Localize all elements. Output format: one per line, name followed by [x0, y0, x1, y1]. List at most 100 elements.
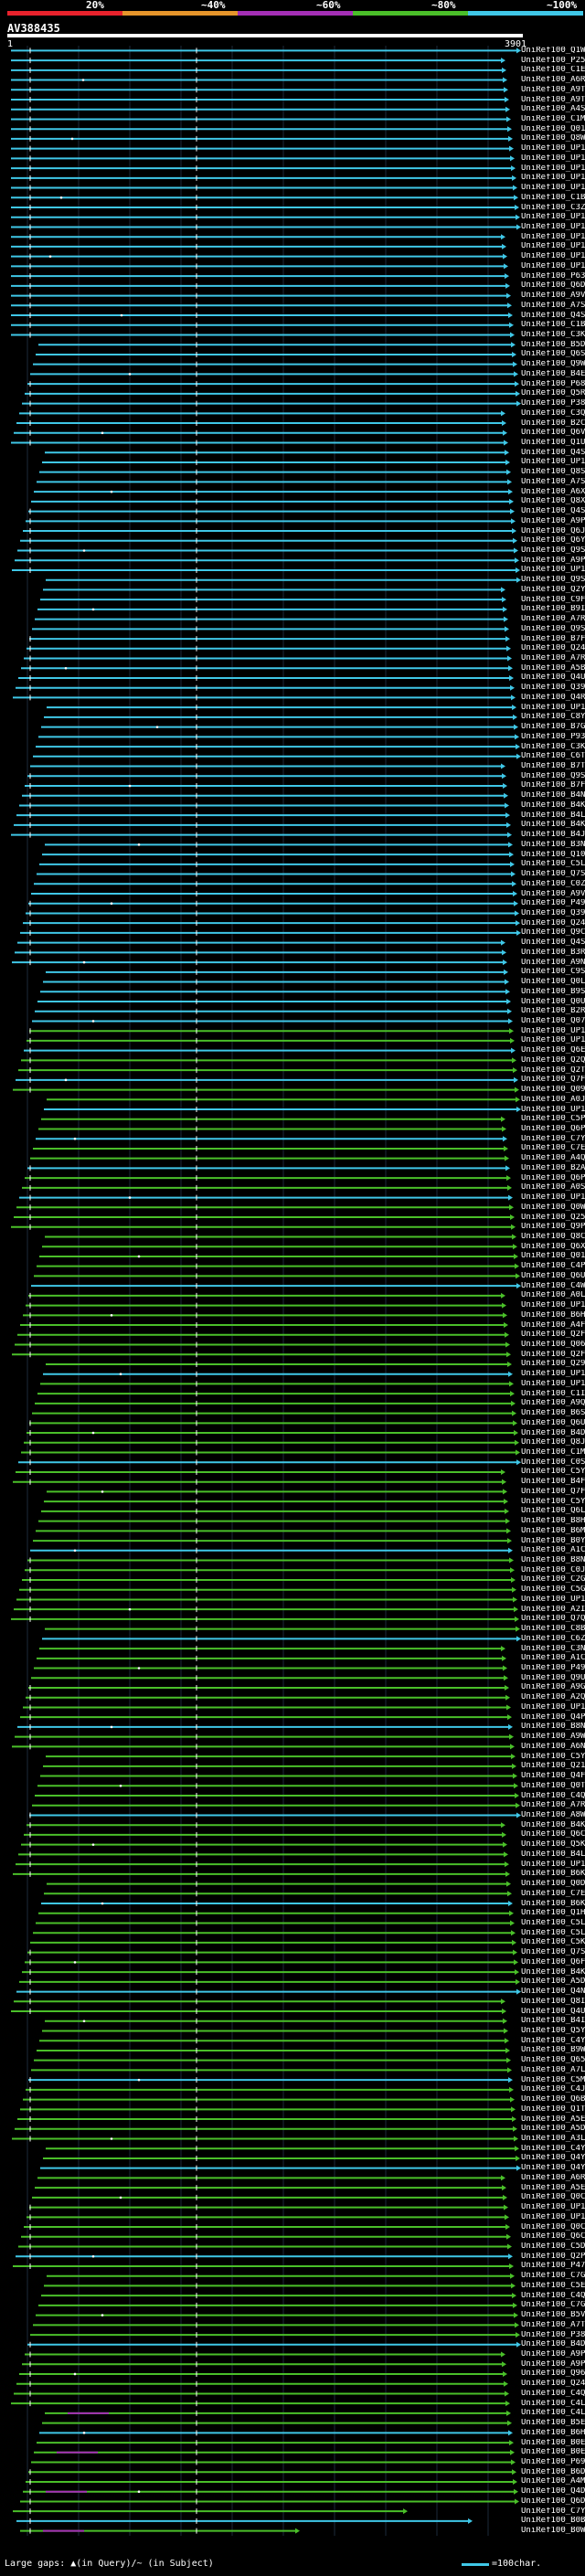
hit-label[interactable]: UniRef100_Q0W920 — [521, 1203, 585, 1212]
hit-label[interactable]: UniRef100_Q7S3T8 — [521, 1948, 585, 1957]
hit-label[interactable]: UniRef100_Q7F2F5 — [521, 1487, 585, 1496]
hit-label[interactable]: UniRef100_B4N246 — [521, 791, 585, 800]
hit-label[interactable]: UniRef100_A7TSL1 — [521, 2320, 585, 2329]
hit-label[interactable]: UniRef100_A4M0P6 — [521, 2477, 585, 2486]
hit-label[interactable]: UniRef100_UP1000.. — [521, 242, 585, 251]
hit-label[interactable]: UniRef100_Q65051 — [521, 2056, 585, 2065]
hit-label[interactable]: UniRef100_Q2TJQ8 — [521, 1065, 585, 1075]
hit-label[interactable]: UniRef100_Q24042 — [521, 2380, 585, 2389]
hit-label[interactable]: UniRef100_Q2P5M3 — [521, 2252, 585, 2261]
hit-label[interactable]: UniRef100_A9Q0B5 — [521, 1399, 585, 1408]
hit-label[interactable]: UniRef100_UP1000.. — [521, 164, 585, 173]
hit-label[interactable]: UniRef100_B4LSR9 — [521, 811, 585, 820]
hit-label[interactable]: UniRef100_UP1000.. — [521, 1193, 585, 1203]
hit-label[interactable]: UniRef100_C1BZP4 — [521, 321, 585, 330]
hit-label[interactable]: UniRef100_Q0UP30 — [521, 997, 585, 1006]
hit-label[interactable]: UniRef100_A6RL45 — [521, 76, 585, 85]
hit-label[interactable]: UniRef100_Q0CN69 — [521, 2222, 585, 2231]
hit-label[interactable]: UniRef100_B4K3F2 — [521, 1967, 585, 1977]
hit-label[interactable]: UniRef100_C7GW94 — [521, 2301, 585, 2310]
hit-label[interactable]: UniRef100_UP1000.. — [521, 232, 585, 241]
hit-label[interactable]: UniRef100_C3ZCQ1 — [521, 203, 585, 212]
hit-label[interactable]: UniRef100_C5GGJ3 — [521, 1585, 585, 1595]
hit-label[interactable]: UniRef100_A5E1L4 — [521, 2115, 585, 2124]
hit-label[interactable]: UniRef100_C5KY19 — [521, 1938, 585, 1947]
hit-label[interactable]: UniRef100_B4KUT6 — [521, 1820, 585, 1829]
hit-label[interactable]: UniRef100_C4QP69 — [521, 2291, 585, 2300]
hit-label[interactable]: UniRef100_B5VPP1 — [521, 2311, 585, 2320]
hit-label[interactable]: UniRef100_Q6UCQ1 — [521, 1418, 585, 1427]
hit-label[interactable]: UniRef100_B0BK49 — [521, 2517, 585, 2526]
hit-label[interactable]: UniRef100_Q29MB0 — [521, 1360, 585, 1369]
hit-label[interactable]: UniRef100_P69103 — [521, 2458, 585, 2467]
hit-label[interactable]: UniRef100_Q6EEB0 — [521, 1046, 585, 1055]
hit-label[interactable]: UniRef100_Q6L4F8 — [521, 1507, 585, 1516]
hit-label[interactable]: UniRef100_A2QBR8 — [521, 1693, 585, 1702]
hit-label[interactable]: UniRef100_Q01B84 — [521, 1252, 585, 1261]
hit-label[interactable]: UniRef100_Q7F5M4 — [521, 1076, 585, 1085]
hit-label[interactable]: UniRef100_A9P926 — [521, 556, 585, 565]
hit-label[interactable]: UniRef100_Q2Y991 — [521, 585, 585, 594]
hit-label[interactable]: UniRef100_P38011 — [521, 2330, 585, 2339]
hit-label[interactable]: UniRef100_Q09H4L — [521, 1086, 585, 1095]
hit-label[interactable]: UniRef100_A9PWB9 — [521, 2350, 585, 2359]
hit-label[interactable]: UniRef100_Q4Y0J0 — [521, 2154, 585, 2163]
hit-label[interactable]: UniRef100_A2I3W1 — [521, 1605, 585, 1614]
hit-label[interactable]: UniRef100_UP1000.. — [521, 1036, 585, 1045]
hit-label[interactable]: UniRef100_Q06056 — [521, 1341, 585, 1349]
hit-label[interactable]: UniRef100_A9P3T4 — [521, 2359, 585, 2369]
hit-label[interactable]: UniRef100_B5EWW8 — [521, 2419, 585, 2428]
hit-label[interactable]: UniRef100_UP1000.. — [521, 703, 585, 712]
hit-label[interactable]: UniRef100_C5DDD7 — [521, 2242, 585, 2251]
hit-label[interactable]: UniRef100_UP1000.. — [521, 1379, 585, 1388]
hit-label[interactable]: UniRef100_Q6DIV0 — [521, 281, 585, 291]
hit-label[interactable]: UniRef100_C0JHY1 — [521, 1565, 585, 1574]
hit-label[interactable]: UniRef100_B3RWZ7 — [521, 948, 585, 957]
hit-label[interactable]: UniRef100_UP1000.. — [521, 1370, 585, 1379]
hit-label[interactable]: UniRef100_Q6S027 — [521, 350, 585, 359]
hit-label[interactable]: UniRef100_B4FYM1 — [521, 1478, 585, 1487]
hit-label[interactable]: UniRef100_C4QP68 — [521, 1791, 585, 1800]
hit-label[interactable]: UniRef100_Q1WLW3 — [521, 46, 585, 55]
hit-label[interactable]: UniRef100_B8N2B4 — [521, 1556, 585, 1565]
hit-label[interactable]: UniRef100_A1CIN8 — [521, 1654, 585, 1663]
hit-label[interactable]: UniRef100_C7EUV7 — [521, 1889, 585, 1898]
hit-label[interactable]: UniRef100_Q4P7Q5 — [521, 1712, 585, 1722]
hit-label[interactable]: UniRef100_C5LYQ8 — [521, 860, 585, 869]
hit-label[interactable]: UniRef100_C1M819 — [521, 1448, 585, 1458]
hit-label[interactable]: UniRef100_B9WK17 — [521, 2046, 585, 2055]
hit-label[interactable]: UniRef100_Q6YZ17 — [521, 536, 585, 546]
hit-label[interactable]: UniRef100_UP1000.. — [521, 1105, 585, 1114]
hit-label[interactable]: UniRef100_B0EE32 — [521, 2448, 585, 2457]
hit-label[interactable]: UniRef100_B0EIS0 — [521, 2438, 585, 2447]
hit-label[interactable]: UniRef100_A9NE15 — [521, 958, 585, 967]
hit-label[interactable]: UniRef100_UP1000.. — [521, 1860, 585, 1869]
hit-label[interactable]: UniRef100_UP1000.. — [521, 566, 585, 575]
hit-label[interactable]: UniRef100_Q8W0P6 — [521, 134, 585, 143]
hit-label[interactable]: UniRef100_A9V7L4 — [521, 292, 585, 301]
hit-label[interactable]: UniRef100_Q8S4T1 — [521, 468, 585, 477]
hit-label[interactable]: UniRef100_A6RM27 — [521, 2173, 585, 2182]
hit-label[interactable]: UniRef100_Q4RYR5 — [521, 693, 585, 702]
hit-label[interactable]: UniRef100_Q9S134 — [521, 624, 585, 633]
hit-label[interactable]: UniRef100_B4IZB0 — [521, 2017, 585, 2026]
hit-label[interactable]: UniRef100_Q9PDD5 — [521, 1223, 585, 1232]
hit-label[interactable]: UniRef100_Q24076 — [521, 644, 585, 653]
hit-label[interactable]: UniRef100_A7LH77 — [521, 2065, 585, 2074]
hit-label[interactable]: UniRef100_Q9S888 — [521, 546, 585, 555]
hit-label[interactable]: UniRef100_Q8C884 — [521, 1232, 585, 1241]
hit-label[interactable]: UniRef100_A5E7V6 — [521, 2183, 585, 2192]
hit-label[interactable]: UniRef100_UP1000.. — [521, 1026, 585, 1035]
hit-label[interactable]: UniRef100_C8Y271 — [521, 713, 585, 722]
hit-label[interactable]: UniRef100_B9SU88 — [521, 987, 585, 996]
hit-label[interactable]: UniRef100_B2A2E5 — [521, 1163, 585, 1172]
hit-label[interactable]: UniRef100_Q07066 — [521, 1016, 585, 1025]
hit-label[interactable]: UniRef100_C1BLK6 — [521, 193, 585, 202]
hit-label[interactable]: UniRef100_C9SDI1 — [521, 968, 585, 977]
hit-label[interactable]: UniRef100_C3KHC5 — [521, 742, 585, 751]
hit-label[interactable]: UniRef100_Q1UGE0 — [521, 438, 585, 447]
hit-label[interactable]: UniRef100_B7T1N8 — [521, 762, 585, 771]
hit-label[interactable]: UniRef100_B4DVD2 — [521, 1428, 585, 1437]
hit-label[interactable]: UniRef100_B0WRH4 — [521, 2527, 585, 2536]
hit-label[interactable]: UniRef100_C4LTS8 — [521, 2409, 585, 2418]
